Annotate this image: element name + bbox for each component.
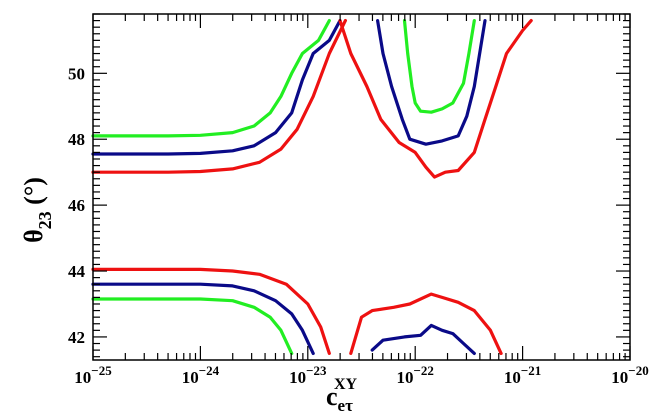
y-tick-label: 46 <box>68 196 85 215</box>
x-tick-label: 10−20 <box>611 363 648 387</box>
red-contour-line-4 <box>349 292 503 355</box>
blue-contour-line-1 <box>91 19 342 156</box>
y-tick-label: 48 <box>68 130 85 149</box>
green-contour-line-1 <box>91 19 331 138</box>
y-axis-label: θ23 (°) <box>19 177 55 243</box>
green-contour-line-2 <box>402 19 476 114</box>
axis-ticks <box>92 13 631 360</box>
plot-frame <box>92 13 631 361</box>
red-contour-line-3 <box>91 267 331 355</box>
x-tick-label: 10−25 <box>74 363 112 387</box>
x-tick-label: 10−23 <box>289 363 327 387</box>
blue-contour-line-3 <box>91 282 315 355</box>
y-tick-label: 44 <box>68 262 86 281</box>
blue-contour-line-4 <box>370 323 476 355</box>
red-contour-line-1 <box>91 19 347 174</box>
x-tick-label: 10−22 <box>396 363 433 387</box>
x-tick-label: 10−21 <box>504 363 541 387</box>
x-tick-label: 10−24 <box>182 363 220 387</box>
blue-contour-line-2 <box>376 19 487 146</box>
x-axis-label: ceτXY <box>326 376 357 415</box>
y-tick-label: 42 <box>68 328 85 347</box>
contour-lines <box>91 19 533 355</box>
green-contour-line-3 <box>91 297 294 355</box>
red-contour-line-2 <box>338 19 533 179</box>
y-tick-label: 50 <box>68 64 85 83</box>
tick-labels: 10−25 10−24 10−23 10−22 10−21 10−20 42 44 46 48 50 <box>68 64 649 387</box>
